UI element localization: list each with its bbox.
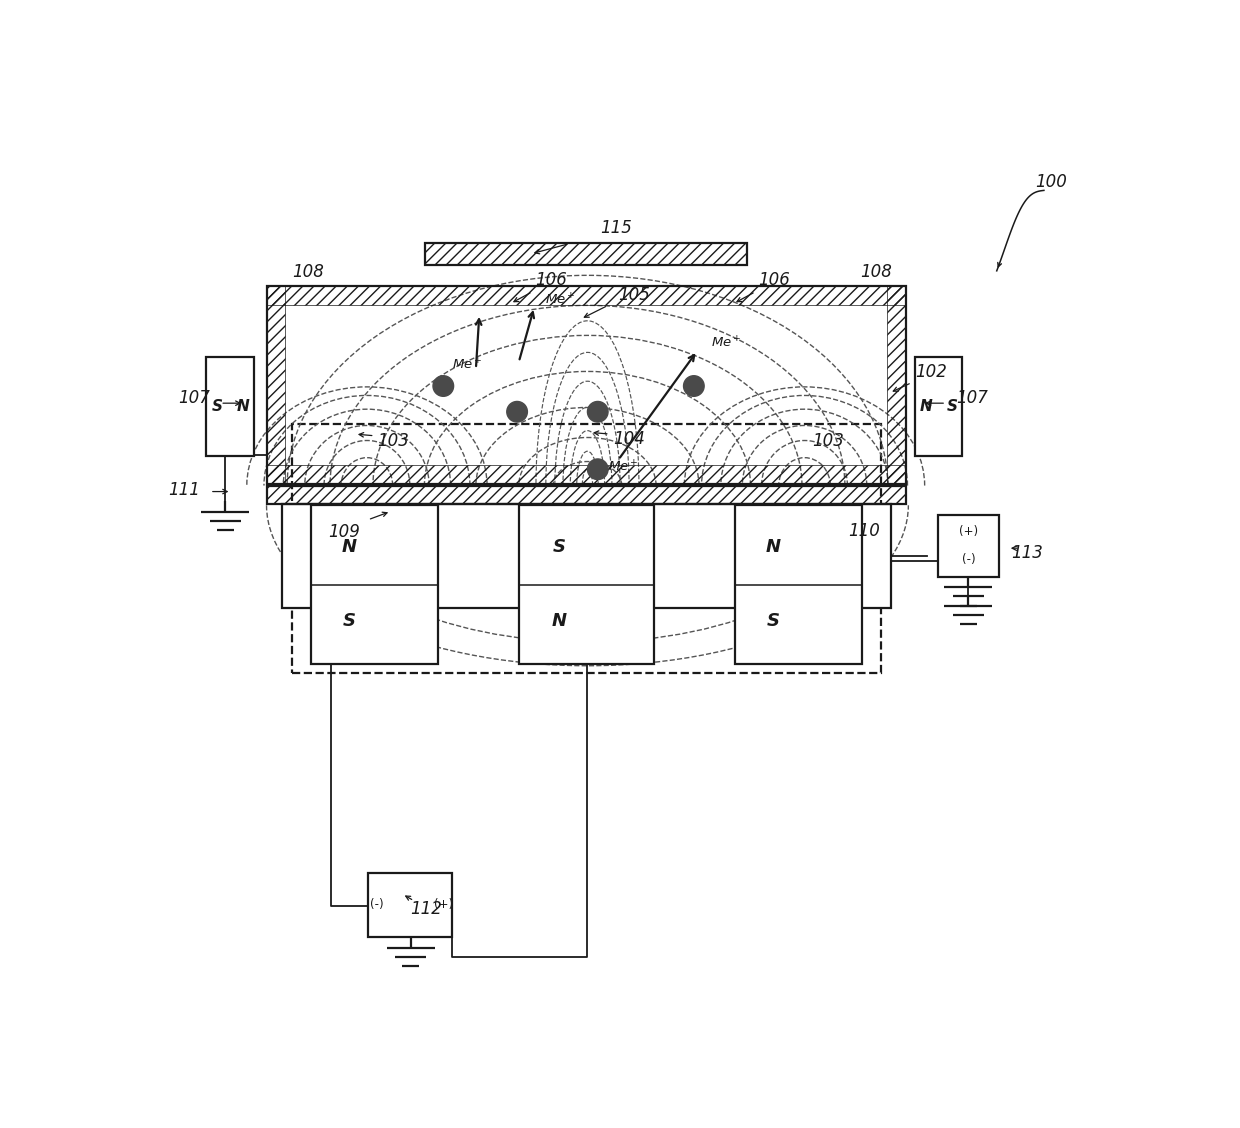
Text: Me$^+$: Me$^+$	[711, 335, 742, 351]
Text: 111: 111	[169, 481, 200, 499]
Text: 104: 104	[613, 430, 645, 448]
Text: (-): (-)	[370, 898, 383, 911]
Text: 110: 110	[848, 522, 879, 540]
Text: Me$^+$: Me$^+$	[544, 292, 575, 308]
Text: 108: 108	[291, 263, 324, 281]
Text: 105: 105	[618, 287, 650, 305]
Text: N: N	[919, 399, 932, 414]
Circle shape	[588, 459, 608, 479]
Text: S: S	[342, 613, 356, 631]
Text: N: N	[237, 399, 249, 414]
Polygon shape	[281, 503, 892, 608]
Circle shape	[433, 376, 454, 396]
Text: N: N	[765, 538, 781, 556]
Text: (+): (+)	[959, 525, 978, 538]
Text: 106: 106	[759, 271, 790, 289]
Text: S: S	[211, 399, 222, 414]
Text: Me$^+$: Me$^+$	[608, 459, 639, 475]
Circle shape	[588, 402, 608, 422]
Text: 100: 100	[1035, 173, 1066, 191]
Text: 103: 103	[812, 432, 844, 450]
Text: 107: 107	[956, 389, 988, 407]
Circle shape	[507, 402, 527, 422]
Text: 102: 102	[915, 363, 946, 381]
Text: N: N	[552, 613, 567, 631]
Polygon shape	[207, 356, 254, 457]
Text: 115: 115	[600, 219, 632, 237]
Text: N: N	[342, 538, 357, 556]
Text: S: S	[553, 538, 565, 556]
Text: 107: 107	[179, 389, 211, 407]
Polygon shape	[311, 505, 438, 664]
Text: Me$^+$: Me$^+$	[451, 358, 482, 373]
Polygon shape	[937, 514, 999, 576]
Text: 113: 113	[1012, 545, 1043, 563]
Polygon shape	[293, 424, 880, 672]
Text: 108: 108	[859, 263, 892, 281]
Circle shape	[683, 376, 704, 396]
Text: 112: 112	[410, 900, 443, 918]
Text: (+): (+)	[434, 898, 453, 911]
Text: 109: 109	[327, 523, 360, 541]
Text: 103: 103	[378, 432, 409, 450]
Polygon shape	[735, 505, 862, 664]
Text: S: S	[766, 613, 780, 631]
Polygon shape	[518, 505, 655, 664]
Text: S: S	[946, 399, 957, 414]
Polygon shape	[915, 356, 962, 457]
Polygon shape	[368, 873, 451, 937]
Text: (-): (-)	[961, 554, 975, 566]
Text: 106: 106	[536, 271, 568, 289]
